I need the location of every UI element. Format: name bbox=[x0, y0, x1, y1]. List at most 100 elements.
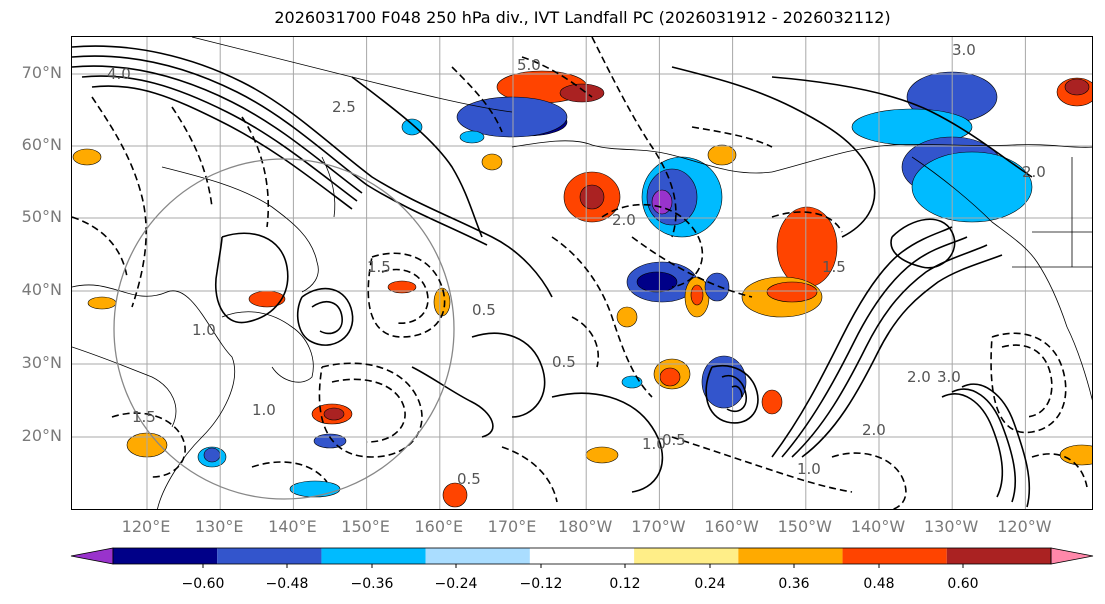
longitude-label: 160°W bbox=[704, 517, 759, 536]
contour-value-label: 1.5 bbox=[367, 258, 391, 276]
contour-value-label: 2.5 bbox=[332, 98, 356, 116]
map-panel: 4.0 5.0 2.0 2.5 1.5 0.5 1.0 3.0 2.0 1.5 1.0 0.5 0.5 1… bbox=[71, 36, 1093, 510]
contour-value-label: 2.0 bbox=[907, 368, 931, 386]
ivt-contour-solid bbox=[771, 226, 953, 458]
latitude-label: 20°N bbox=[21, 426, 62, 445]
divergence-shaded-area bbox=[690, 284, 704, 306]
colorbar-segment bbox=[634, 548, 739, 564]
colorbar-tick-label: 0.12 bbox=[609, 576, 641, 592]
ivt-contour-solid bbox=[215, 232, 289, 324]
contour-value-label: 4.0 bbox=[107, 65, 131, 83]
colorbar-tick-label: 0.48 bbox=[863, 576, 895, 592]
colorbar-outline bbox=[112, 547, 1052, 565]
latitude-label: 70°N bbox=[21, 63, 62, 82]
contour-value-label: 1.0 bbox=[192, 321, 216, 339]
ivt-contour-solid bbox=[961, 383, 1031, 508]
divergence-shaded-area bbox=[1064, 78, 1090, 96]
contour-value-labels: 4.0 5.02.02.51.50.51.03.02.01.51.00.50.51… bbox=[107, 41, 1046, 488]
ivt-contour-dashed bbox=[1001, 344, 1053, 418]
divergence-shaded-area bbox=[701, 355, 747, 409]
ivt-contour-solid bbox=[411, 366, 494, 438]
longitude-label: 130°E bbox=[194, 517, 244, 536]
ivt-contour-solid bbox=[311, 301, 343, 335]
ivt-contour-dashed bbox=[91, 96, 147, 308]
ivt-contour-dashed bbox=[571, 316, 599, 368]
colorbar-tick-label: −0.60 bbox=[181, 576, 225, 592]
ivt-contour-solid bbox=[91, 85, 353, 210]
ivt-contour-dashed bbox=[318, 362, 423, 458]
divergence-shaded-area bbox=[651, 189, 673, 215]
contour-value-label: 1.5 bbox=[822, 258, 846, 276]
coastline bbox=[321, 156, 336, 218]
ivt-contour-solid bbox=[890, 218, 956, 269]
latitude-label: 40°N bbox=[21, 280, 62, 299]
colorbar-tick-label: −0.48 bbox=[265, 576, 309, 592]
longitude-label: 150°E bbox=[341, 517, 390, 536]
landfall-region-circle bbox=[113, 158, 455, 500]
coastline bbox=[161, 166, 319, 293]
contour-value-label: 5.0 bbox=[517, 56, 541, 74]
ivt-contour-dashed bbox=[551, 236, 653, 398]
contour-value-label: 1.0 bbox=[797, 460, 821, 478]
ivt-contour-solid bbox=[801, 254, 1003, 458]
contour-value-label: 3.0 bbox=[952, 41, 976, 59]
colorbar-tick-label: 0.36 bbox=[778, 576, 810, 592]
ivt-contour-dashed bbox=[771, 211, 843, 233]
colorbar-segment bbox=[842, 548, 947, 564]
longitude-label: 180°W bbox=[558, 517, 613, 536]
ivt-contour-solid bbox=[671, 66, 876, 238]
colorbar-segment bbox=[425, 548, 530, 564]
graticule-grid bbox=[72, 37, 1092, 509]
colorbar-tick-label: 0.24 bbox=[694, 576, 726, 592]
ivt-contour-layer bbox=[72, 37, 1088, 509]
ivt-contour-solid bbox=[296, 287, 354, 346]
longitude-label: 130°W bbox=[924, 517, 979, 536]
longitude-label: 170°E bbox=[487, 517, 537, 536]
colorbar-tick-label: −0.36 bbox=[350, 576, 394, 592]
coastline bbox=[72, 346, 177, 428]
divergence-shaded-area bbox=[401, 118, 423, 136]
colorbar-segment bbox=[529, 548, 635, 564]
ivt-contour-dashed bbox=[990, 332, 1067, 434]
contour-value-label: 3.0 bbox=[937, 368, 961, 386]
ivt-contour-dashed bbox=[591, 37, 677, 238]
latitude-label: 50°N bbox=[21, 207, 62, 226]
divergence-shaded-area bbox=[387, 280, 417, 294]
ivt-contour-dashed bbox=[367, 252, 446, 338]
longitude-label: 160°E bbox=[414, 517, 464, 536]
ivt-contour-dashed bbox=[691, 126, 773, 148]
divergence-shaded-area bbox=[456, 96, 568, 138]
coastline bbox=[511, 140, 773, 174]
divergence-shaded-area bbox=[766, 281, 818, 303]
coastline bbox=[771, 144, 1092, 173]
colorbar-segment bbox=[946, 548, 1051, 564]
divergence-shaded-area bbox=[616, 306, 638, 328]
contour-value-label: 2.0 bbox=[612, 211, 636, 229]
colorbar-segment bbox=[217, 548, 322, 564]
ivt-contour-solid bbox=[781, 236, 968, 458]
longitude-label: 140°E bbox=[268, 517, 317, 536]
latitude-label: 30°N bbox=[21, 353, 62, 372]
divergence-shaded-area bbox=[323, 407, 345, 421]
ivt-contour-solid bbox=[72, 55, 488, 246]
contour-value-label: 1.0 bbox=[252, 401, 276, 419]
ivt-contour-dashed bbox=[671, 436, 853, 493]
colorbar-segment bbox=[738, 548, 843, 564]
divergence-shaded-area bbox=[704, 272, 730, 302]
ivt-contour-solid bbox=[941, 393, 1004, 498]
coastline bbox=[1066, 326, 1092, 401]
colorbar-extend-low bbox=[70, 547, 114, 565]
divergence-shaded-area bbox=[72, 148, 102, 166]
ivt-contour-dashed bbox=[171, 106, 213, 208]
divergence-shaded-area bbox=[761, 389, 783, 415]
ivt-contour-solid bbox=[72, 45, 553, 298]
contour-value-label: 2.0 bbox=[1022, 163, 1046, 181]
longitude-label: 120°W bbox=[997, 517, 1052, 536]
ivt-contour-dashed bbox=[241, 116, 270, 228]
divergence-shaded-area bbox=[559, 83, 605, 103]
colorbar-segment bbox=[321, 548, 426, 564]
ivt-contour-dashed bbox=[331, 378, 406, 443]
colorbar-segment bbox=[113, 548, 218, 564]
ivt-contour-dashed bbox=[631, 236, 753, 298]
